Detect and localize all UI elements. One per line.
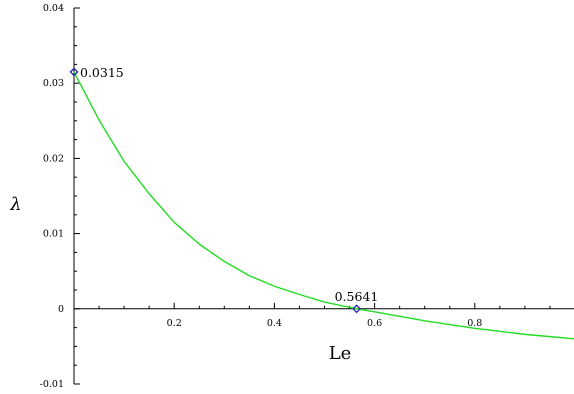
y-tick-label: 0 (58, 304, 64, 315)
point-label: 0.0315 (80, 65, 124, 80)
x-tick-label: 0.2 (167, 318, 182, 329)
y-tick-label: -0.01 (40, 379, 64, 390)
marker-layer: 0.0315 0.5641 (69, 65, 379, 314)
x-minor-ticks (98, 305, 551, 309)
y-minor-ticks (74, 26, 77, 366)
y-tick-label: 0.03 (43, 78, 64, 89)
point-marker (69, 67, 79, 77)
point-marker (352, 304, 362, 314)
axes: 0.2 0.4 0.6 0.8 -0.01 0 0.01 0.02 0.03 0.04 (40, 3, 574, 390)
x-tick-label: 0.8 (467, 318, 482, 329)
x-tick-label: 0.6 (367, 318, 382, 329)
y-axis-title: λ (9, 194, 21, 215)
y-ticks: -0.01 0 0.01 0.02 0.03 0.04 (40, 3, 80, 390)
y-tick-label: 0.01 (43, 229, 64, 240)
series-line (73, 71, 574, 340)
y-tick-label: 0.04 (43, 3, 64, 14)
series-layer (73, 71, 574, 340)
y-tick-label: 0.02 (43, 153, 64, 164)
x-axis-title: Le (329, 343, 352, 364)
point-label: 0.5641 (335, 289, 379, 304)
x-tick-label: 0.4 (267, 318, 282, 329)
x-ticks: 0.2 0.4 0.6 0.8 (167, 302, 482, 329)
